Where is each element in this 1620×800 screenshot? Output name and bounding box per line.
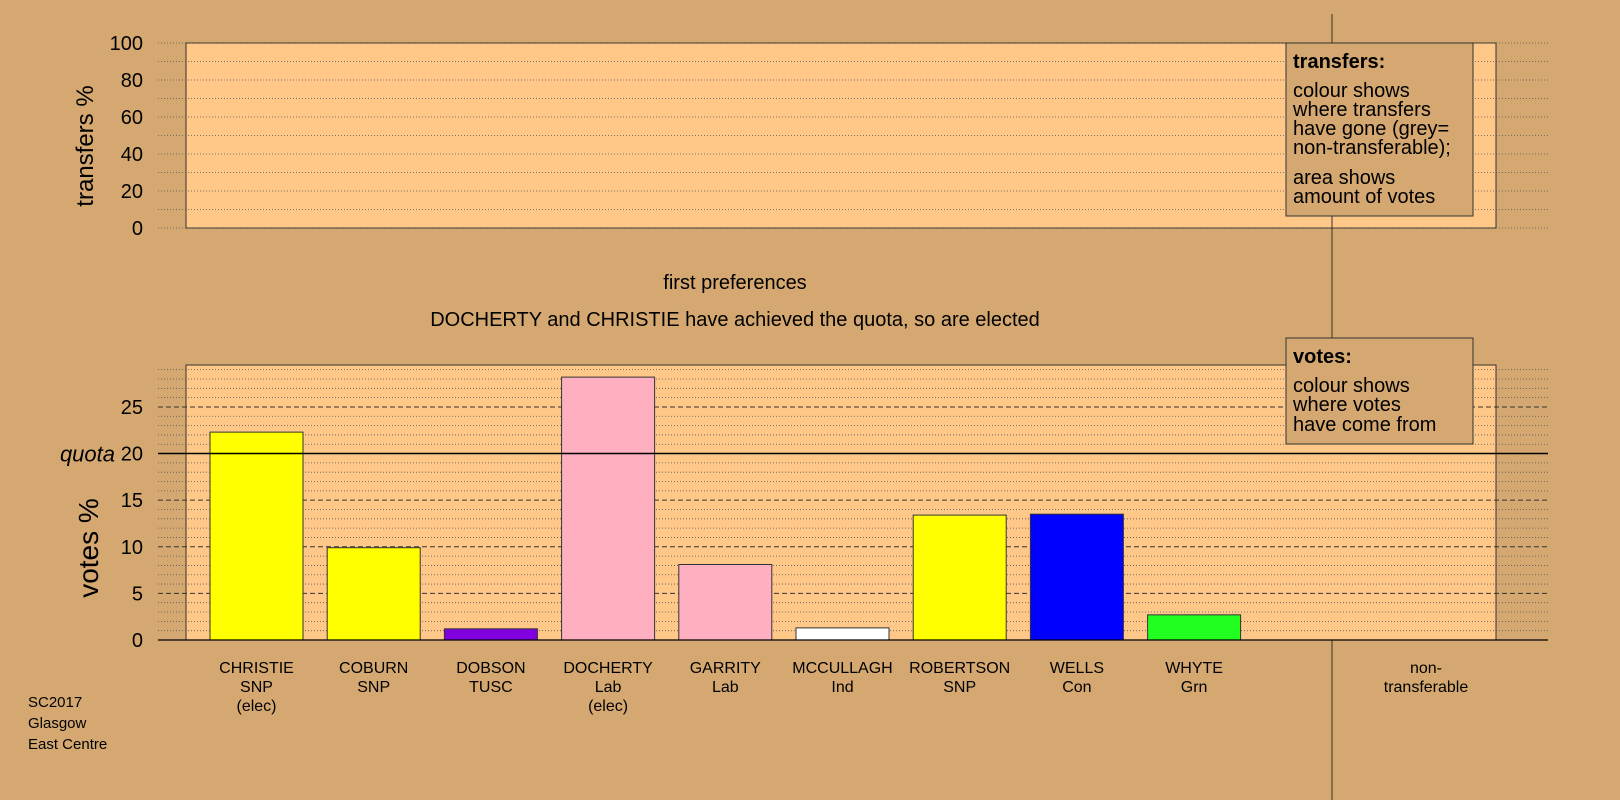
votes-legend-line: colour shows <box>1293 375 1410 397</box>
votes-y-tick-label: 10 <box>121 537 143 559</box>
votes-y-tick-label: 5 <box>132 583 143 605</box>
candidate-label: CHRISTIE <box>219 660 294 677</box>
nontransferable-label: non- <box>1410 660 1442 677</box>
candidate-label: WELLS <box>1050 660 1104 677</box>
candidate-labels: CHRISTIE SNP (elec) COBURN SNP DOBSON TUSC DOCH… <box>219 660 1223 715</box>
candidate-label: COBURN <box>339 660 408 677</box>
candidate-label: Con <box>1062 679 1091 696</box>
transfers-y-axis-label: transfers % <box>72 85 99 206</box>
candidate-label: DOBSON <box>456 660 525 677</box>
bar-robertson <box>912 514 1007 641</box>
candidate-label: MCCULLAGH <box>792 660 892 677</box>
footnote-line: SC2017 <box>28 694 83 711</box>
candidate-label: DOCHERTY <box>563 660 653 677</box>
quota-label: quota <box>60 442 115 467</box>
votes-y-axis-label: votes % <box>73 498 104 598</box>
bar-coburn <box>326 547 421 641</box>
transfers-y-tick-label: 60 <box>121 107 143 129</box>
votes-legend-title: votes: <box>1293 346 1352 368</box>
candidate-label: ROBERTSON <box>909 660 1010 677</box>
candidate-label: Lab <box>595 679 622 696</box>
transfers-y-tick-label: 0 <box>132 218 143 240</box>
candidate-label: SNP <box>357 679 390 696</box>
votes-panel: 0 5 10 15 20 25 quota CHRISTIE SNP (elec) COBURN… <box>60 364 1548 715</box>
transfers-legend-line: colour shows <box>1293 80 1410 102</box>
bar-wells <box>1029 513 1124 641</box>
transfers-legend-line: amount of votes <box>1293 186 1435 208</box>
transfers-panel: 0 20 40 60 80 100 transfers % <box>72 33 1548 240</box>
votes-legend-line: where votes <box>1292 394 1401 416</box>
transfers-y-tick-label: 80 <box>121 70 143 92</box>
footnote-line: East Centre <box>28 736 108 753</box>
votes-legend: votes: colour shows where votes have com… <box>1285 337 1474 445</box>
candidate-label: (elec) <box>236 698 276 715</box>
bar-whyte <box>1147 614 1242 641</box>
transfers-legend-line: non-transferable); <box>1293 137 1451 159</box>
votes-y-tick-label: 25 <box>121 397 143 419</box>
bar-dobson <box>443 628 538 641</box>
stage-title: first preferences <box>663 272 806 294</box>
transfers-y-tick-label: 20 <box>121 181 143 203</box>
bar-docherty <box>561 376 656 641</box>
candidate-label: WHYTE <box>1165 660 1223 677</box>
votes-legend-box <box>1285 337 1474 445</box>
bar-garrity <box>678 563 773 641</box>
votes-bars <box>158 376 1548 641</box>
transfers-legend-title: transfers: <box>1293 51 1385 73</box>
nontransferable-label: transferable <box>1384 679 1469 696</box>
transfers-legend-line: have gone (grey= <box>1293 118 1449 140</box>
candidate-label: SNP <box>240 679 273 696</box>
transfers-legend-line: where transfers <box>1292 99 1431 121</box>
votes-y-tick-label: 0 <box>132 630 143 652</box>
votes-y-ticks: 0 5 10 15 20 25 <box>121 397 143 652</box>
footnote-line: Glasgow <box>28 715 87 732</box>
votes-legend-line: have come from <box>1293 414 1436 436</box>
votes-y-tick-label: 20 <box>121 444 143 466</box>
candidate-label: Grn <box>1181 679 1208 696</box>
contest-footnote: SC2017 Glasgow East Centre <box>28 692 107 755</box>
transfers-legend: transfers: colour shows where transfers … <box>1285 42 1474 217</box>
candidate-label: GARRITY <box>690 660 761 677</box>
votes-y-tick-label: 15 <box>121 490 143 512</box>
transfers-y-tick-label: 40 <box>121 144 143 166</box>
transfers-legend-box <box>1285 42 1474 217</box>
candidate-label: SNP <box>943 679 976 696</box>
candidate-label: Lab <box>712 679 739 696</box>
candidate-label: (elec) <box>588 698 628 715</box>
bar-mccullagh <box>795 627 890 641</box>
bar-christie <box>209 431 304 641</box>
candidate-label: Ind <box>831 679 853 696</box>
quota-line-group: quota <box>60 442 1548 467</box>
transfers-legend-line: area shows <box>1293 167 1395 189</box>
stage-note: DOCHERTY and CHRISTIE have achieved the … <box>430 309 1040 331</box>
transfers-y-ticks: 0 20 40 60 80 100 <box>110 33 143 240</box>
transfers-y-tick-label: 100 <box>110 33 143 55</box>
candidate-label: TUSC <box>469 679 513 696</box>
